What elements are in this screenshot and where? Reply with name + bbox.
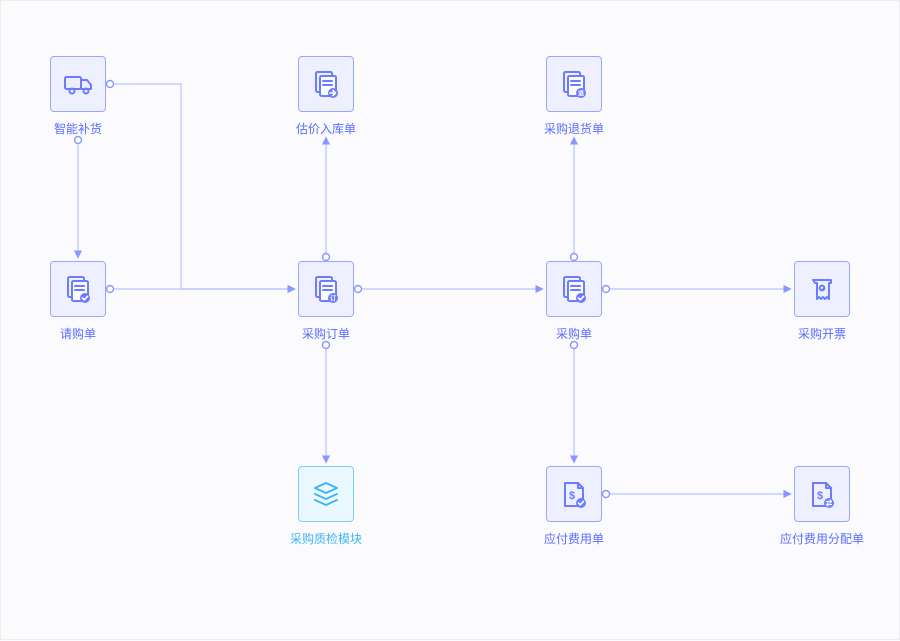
node-label: 采购单	[556, 325, 592, 342]
svg-text:$: $	[569, 490, 575, 502]
node-payable: $ 应付费用单	[542, 466, 606, 547]
doc-check-icon	[61, 272, 95, 306]
doc-arrow-icon	[309, 67, 343, 101]
svg-text:订: 订	[330, 295, 336, 303]
svg-text:退: 退	[578, 90, 584, 98]
layers-icon	[309, 477, 343, 511]
edge-start-dot	[571, 254, 578, 261]
edge-start-dot	[571, 342, 578, 349]
node-valuation_in: 估价入库单	[294, 56, 358, 137]
node-box: 订	[298, 261, 354, 317]
truck-icon	[61, 67, 95, 101]
svg-text:$: $	[817, 490, 823, 502]
doc-check-icon	[557, 272, 591, 306]
receipt-icon	[805, 272, 839, 306]
doc-return-icon: 退	[557, 67, 591, 101]
node-purchase_order: 订 采购订单	[294, 261, 358, 342]
node-label: 请购单	[60, 325, 96, 342]
node-invoice: 采购开票	[790, 261, 854, 342]
node-box	[794, 261, 850, 317]
node-box: 退	[546, 56, 602, 112]
edge-start-dot	[323, 254, 330, 261]
node-box	[546, 261, 602, 317]
edge-start-dot	[323, 342, 330, 349]
node-payable_alloc: $ 应付费用分配单	[790, 466, 854, 547]
node-purchase_return: 退 采购退货单	[542, 56, 606, 137]
node-label: 采购质检模块	[290, 530, 362, 547]
node-label: 应付费用单	[544, 530, 604, 547]
node-box	[298, 56, 354, 112]
node-box	[298, 466, 354, 522]
node-smart_replenish: 智能补货	[46, 56, 110, 137]
node-label: 应付费用分配单	[780, 530, 864, 547]
flowchart-canvas: 智能补货 估价入库单 退 采购退货单 请购	[1, 1, 899, 639]
edge-start-dot	[75, 137, 82, 144]
node-box	[50, 261, 106, 317]
node-label: 采购订单	[302, 325, 350, 342]
node-box: $	[546, 466, 602, 522]
node-box: $	[794, 466, 850, 522]
node-requisition: 请购单	[46, 261, 110, 342]
node-qc_module: 采购质检模块	[294, 466, 358, 547]
node-label: 采购退货单	[544, 120, 604, 137]
edges-layer	[1, 1, 900, 641]
doc-order-icon: 订	[309, 272, 343, 306]
node-label: 智能补货	[54, 120, 102, 137]
doc-money-icon: $	[557, 477, 591, 511]
node-label: 估价入库单	[296, 120, 356, 137]
doc-money-swap-icon: $	[805, 477, 839, 511]
node-purchase_doc: 采购单	[542, 261, 606, 342]
edge	[110, 84, 181, 289]
node-box	[50, 56, 106, 112]
node-label: 采购开票	[798, 325, 846, 342]
